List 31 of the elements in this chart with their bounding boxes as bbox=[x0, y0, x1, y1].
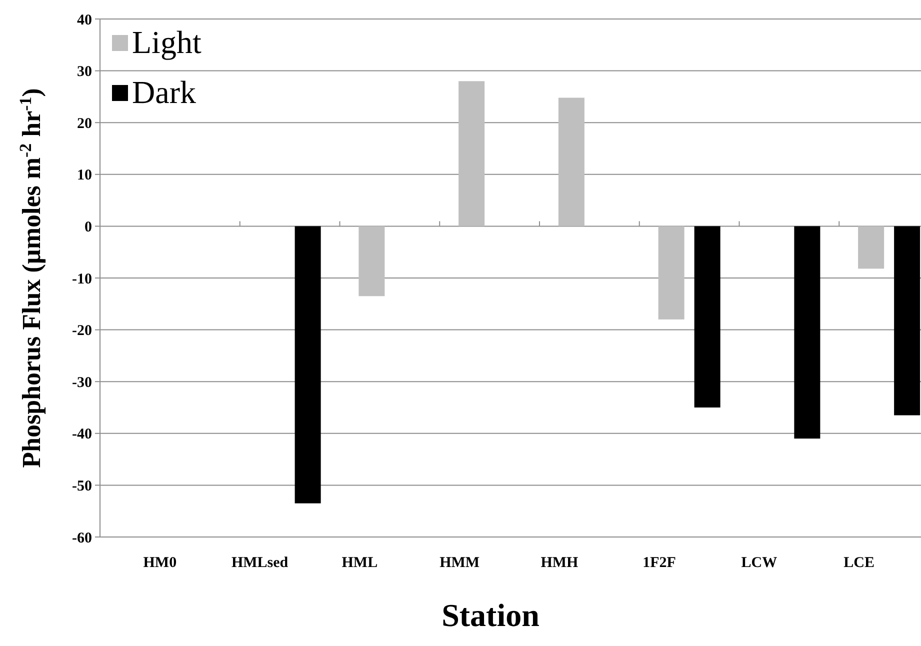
y-tick-label: -40 bbox=[72, 426, 92, 443]
bar bbox=[694, 226, 720, 408]
x-tick-label: LCW bbox=[741, 555, 778, 571]
y-tick-label: -60 bbox=[72, 530, 92, 546]
y-tick-label: -10 bbox=[72, 271, 92, 288]
x-tick-label: HM0 bbox=[143, 555, 177, 571]
x-tick-label: HMH bbox=[540, 555, 579, 571]
bar bbox=[894, 226, 920, 416]
x-tick-label: LCE bbox=[844, 555, 874, 571]
bar bbox=[558, 98, 584, 226]
bar bbox=[358, 226, 385, 296]
x-tick-label: 1F2F bbox=[642, 555, 676, 571]
legend-label: Light bbox=[132, 24, 202, 60]
x-axis-title: Station bbox=[442, 597, 540, 633]
y-tick-label: 30 bbox=[77, 64, 92, 80]
y-tick-label: -20 bbox=[72, 323, 92, 340]
y-tick-label: 0 bbox=[84, 219, 92, 236]
y-tick-label: 20 bbox=[77, 116, 92, 132]
bar bbox=[794, 226, 820, 439]
bar bbox=[858, 226, 884, 269]
y-tick-label: -30 bbox=[72, 374, 92, 391]
bar bbox=[458, 81, 485, 226]
x-tick-label: HMM bbox=[440, 555, 480, 571]
bar bbox=[294, 226, 321, 504]
legend-label: Dark bbox=[132, 74, 196, 110]
x-tick-label: HML bbox=[342, 555, 378, 571]
y-tick-label: 10 bbox=[77, 168, 92, 184]
x-tick-label: HMLsed bbox=[231, 555, 289, 571]
y-tick-label: 40 bbox=[77, 12, 92, 28]
bar bbox=[658, 226, 684, 320]
y-tick-label: -50 bbox=[72, 478, 92, 494]
